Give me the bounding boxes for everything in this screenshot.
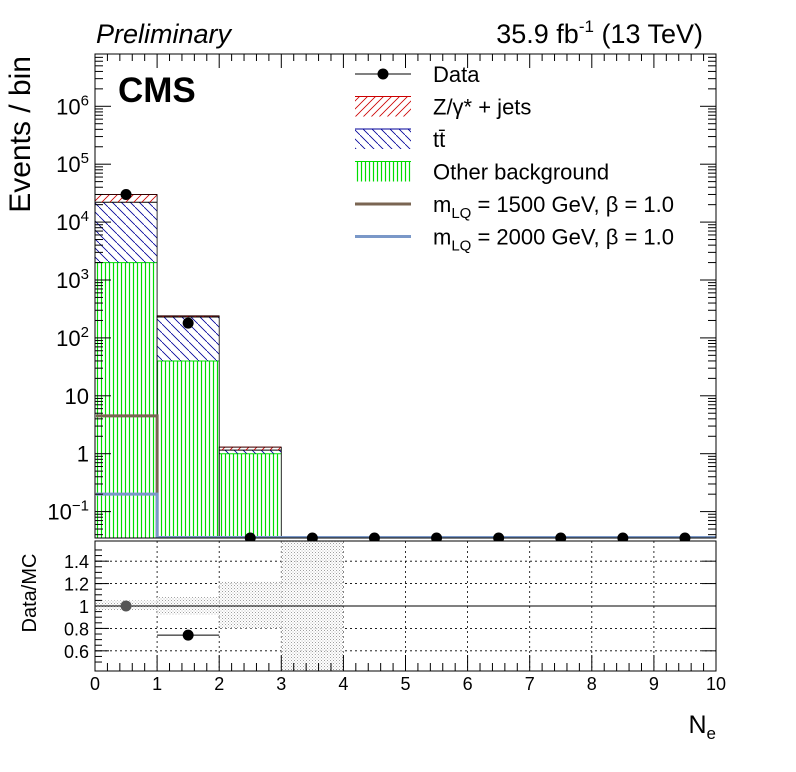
ratio-y-tick-label: 1.2 <box>64 575 89 595</box>
ttbar-bar <box>219 450 282 454</box>
y-tick-label: 104 <box>56 208 89 235</box>
legend-label: Z/γ* + jets <box>433 95 531 120</box>
legend-entry: mLQ = 1500 GeV, β = 1.0 <box>355 192 674 222</box>
ratio-y-tick-label: 1 <box>79 597 89 617</box>
zjets-bar <box>157 315 220 317</box>
ratio-y-tick-label: 0.8 <box>64 619 89 639</box>
legend-entry: Data <box>355 62 480 87</box>
legend-swatch <box>355 161 411 182</box>
y-tick-label: 1 <box>77 442 89 467</box>
legend-label: tt̄ <box>433 127 445 152</box>
x-tick-label: 5 <box>400 674 410 694</box>
x-tick-label: 3 <box>276 674 286 694</box>
data-point <box>120 188 132 200</box>
preliminary-label: Preliminary <box>96 19 233 49</box>
ratio-point <box>182 629 194 641</box>
x-tick-label: 0 <box>90 674 100 694</box>
x-tick-label: 9 <box>649 674 659 694</box>
legend-entry: Other background <box>355 160 609 185</box>
legend: Data Z/γ* + jets tt̄ Other background mLQ = … <box>355 62 674 255</box>
main-axes: 10−1 1 10 102 103 104 105 106 <box>47 53 717 536</box>
ratio-plot-frame <box>94 540 717 672</box>
legend-data-marker <box>377 68 389 80</box>
x-tick-label: 2 <box>214 674 224 694</box>
y-tick-label: 105 <box>56 150 89 177</box>
ratio-axes: 0.60.811.21.40 1 2 3 4 5 6 7 8 9 10 <box>64 549 726 694</box>
legend-entry: tt̄ <box>355 127 445 152</box>
y-tick-label: 103 <box>56 266 89 293</box>
legend-entry: Z/γ* + jets <box>355 95 531 120</box>
signal-mlq2000-line <box>96 492 159 538</box>
legend-swatch <box>355 96 411 117</box>
main-y-axis-label: Events / bin <box>4 56 37 213</box>
ratio-uncertainty-band <box>219 581 282 629</box>
y-tick-label: 102 <box>56 324 89 351</box>
x-axis-label: Ne <box>688 711 716 743</box>
other-background-bar <box>157 360 220 538</box>
x-tick-label: 10 <box>706 674 726 694</box>
legend-entry: mLQ = 2000 GeV, β = 1.0 <box>355 225 674 255</box>
x-tick-label: 4 <box>338 674 348 694</box>
main-plot-frame <box>94 53 717 539</box>
legend-label: mLQ = 2000 GeV, β = 1.0 <box>433 225 674 255</box>
x-tick-label: 1 <box>152 674 162 694</box>
main-plot-panel: 10−1 1 10 102 103 104 105 106 <box>47 53 717 544</box>
x-tick-label: 7 <box>525 674 535 694</box>
ratio-y-axis-label: Data/MC <box>19 554 41 633</box>
ratio-point <box>120 600 132 612</box>
legend-label: Data <box>433 62 480 87</box>
ratio-plot-panel: 0.60.811.21.40 1 2 3 4 5 6 7 8 9 10 <box>64 540 726 694</box>
other-background-bar <box>95 262 158 538</box>
zjets-bar <box>219 447 282 451</box>
ratio-y-tick-label: 1.4 <box>64 552 89 572</box>
data-point <box>182 317 194 329</box>
y-tick-label: 10 <box>65 384 89 409</box>
legend-label: mLQ = 1500 GeV, β = 1.0 <box>433 192 674 222</box>
y-tick-label: 10−1 <box>47 498 89 525</box>
other-background-bar <box>219 453 282 538</box>
legend-swatch <box>355 129 411 149</box>
luminosity-label: 35.9 fb-1 (13 TeV) <box>496 17 703 49</box>
legend-label: Other background <box>433 160 609 185</box>
ratio-y-tick-label: 0.6 <box>64 642 89 662</box>
x-tick-label: 6 <box>463 674 473 694</box>
ttbar-bar <box>95 202 158 263</box>
y-tick-label: 106 <box>56 92 89 119</box>
cms-label: CMS <box>118 71 196 110</box>
x-tick-label: 8 <box>587 674 597 694</box>
total-mc-outline <box>218 446 282 538</box>
